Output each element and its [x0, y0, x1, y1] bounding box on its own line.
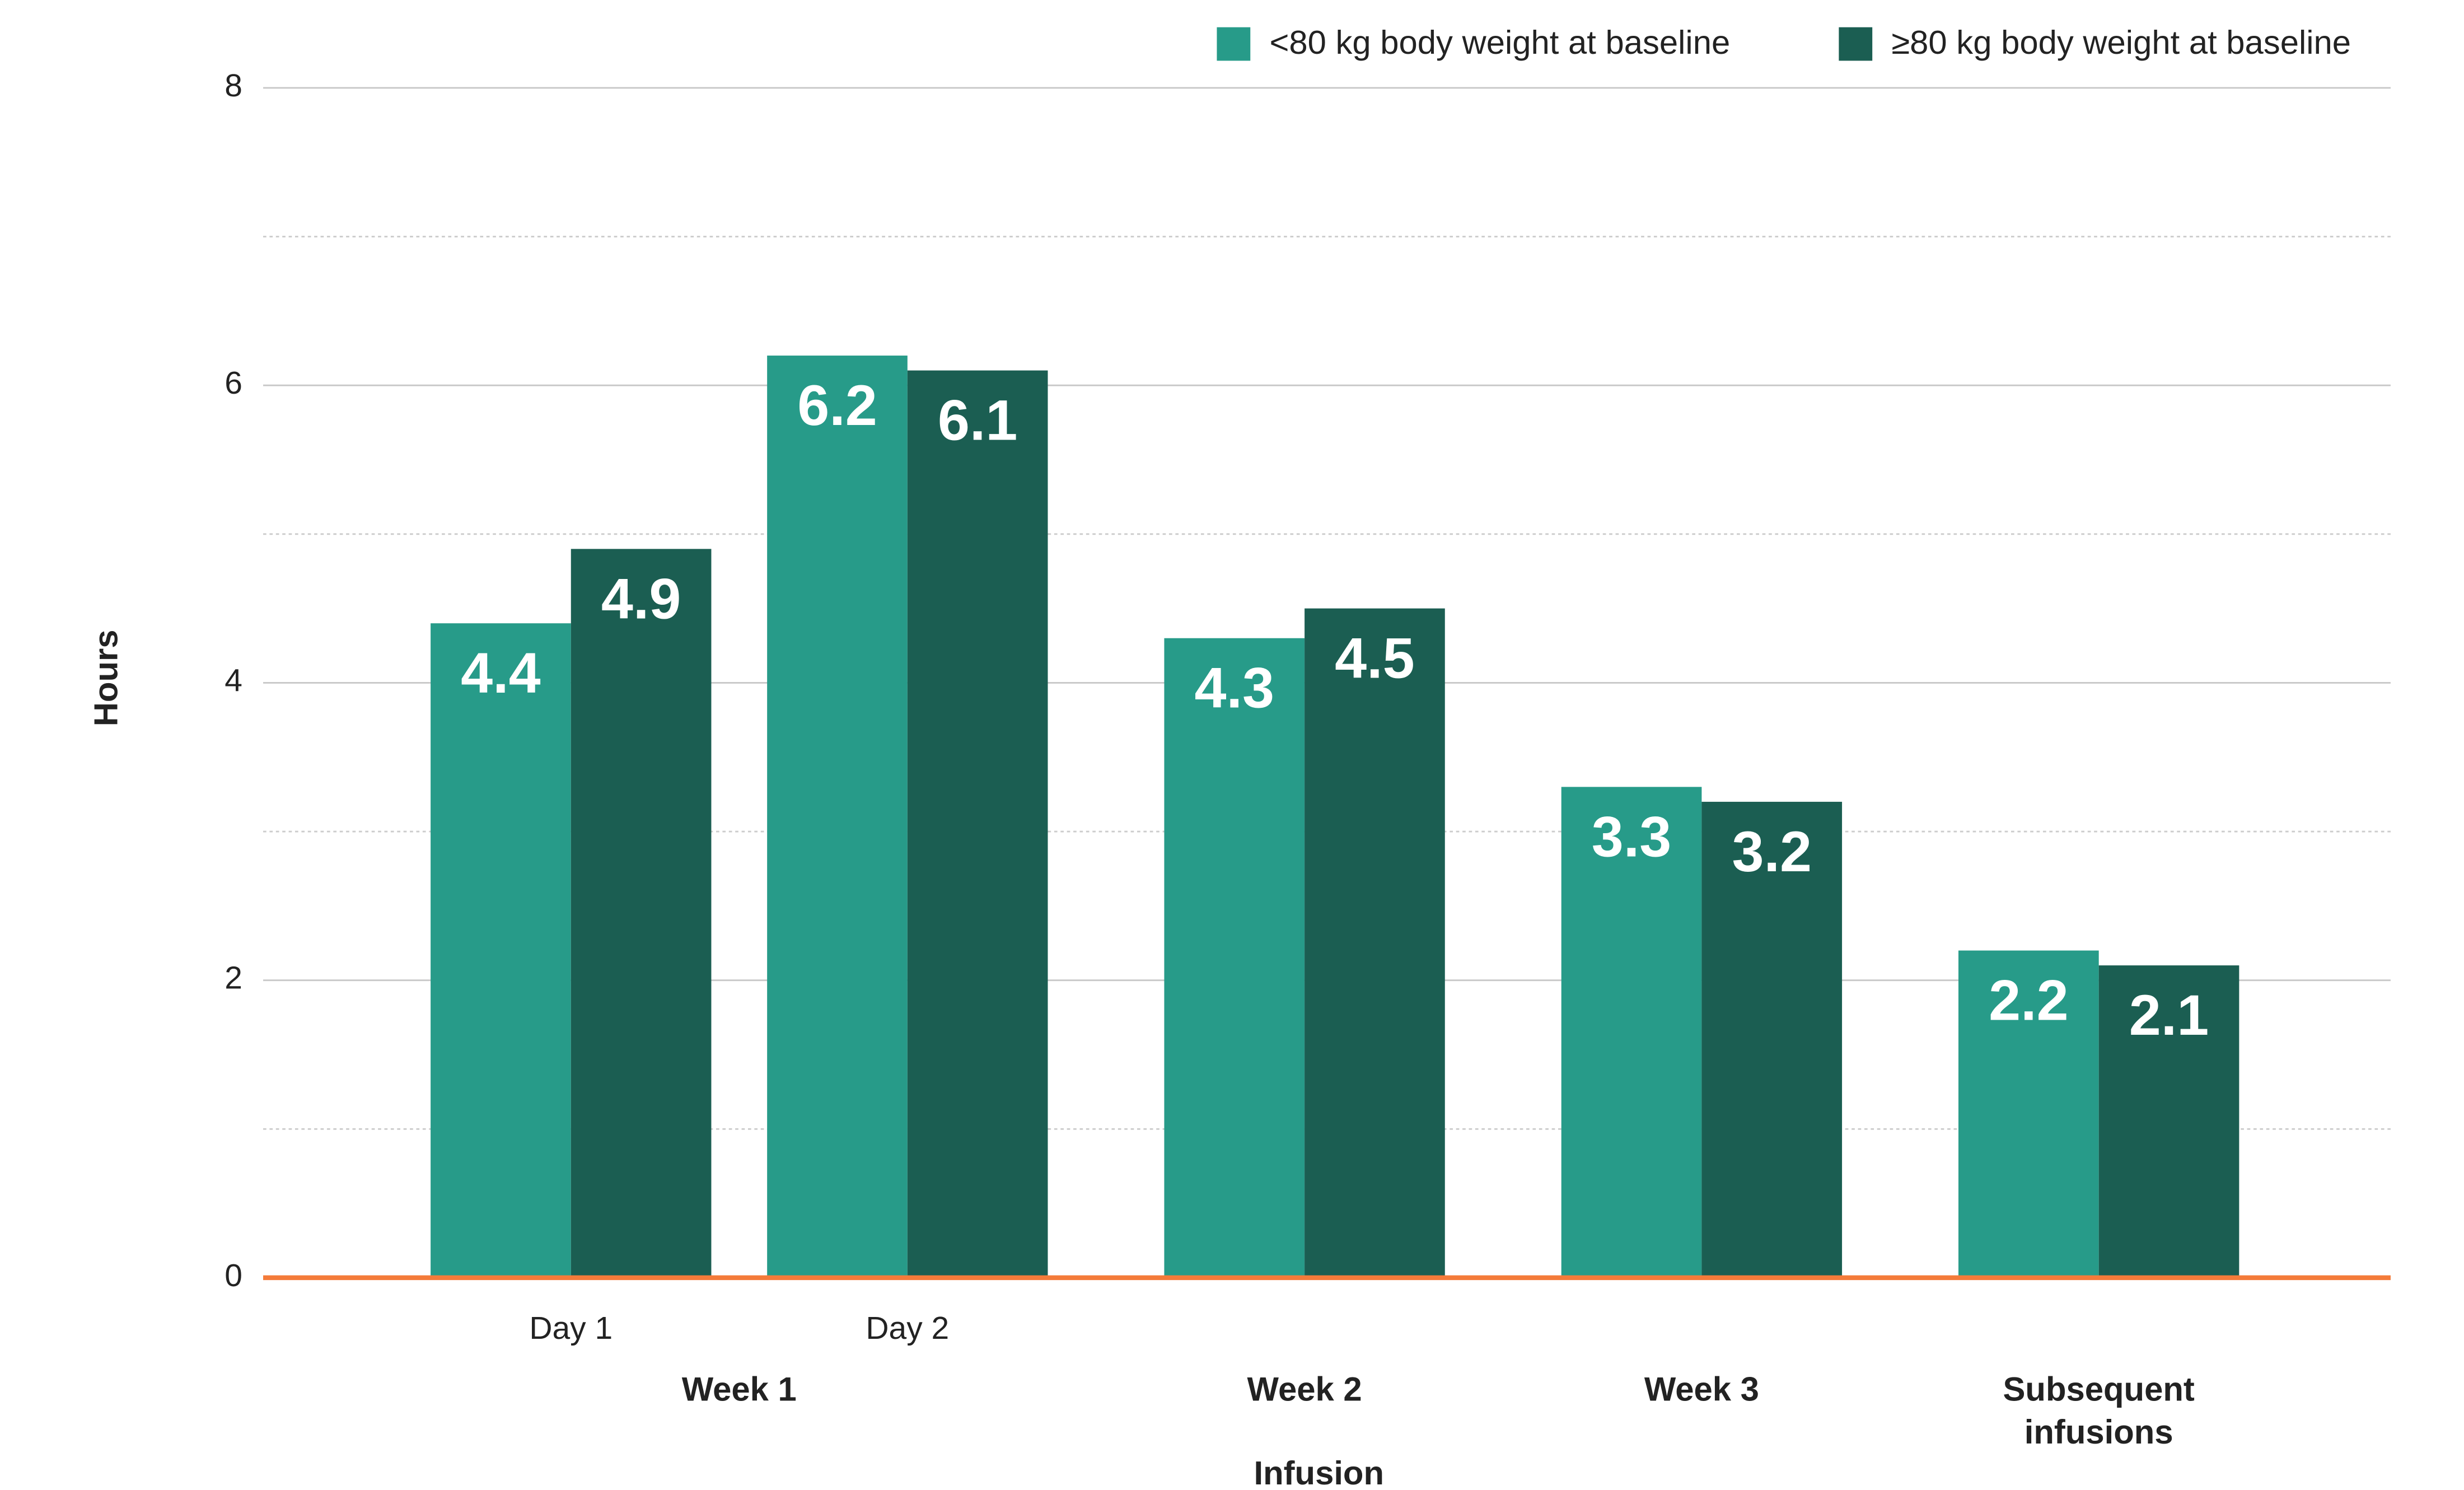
group-label: Week 2 — [1247, 1371, 1362, 1409]
group-label-box: Week 3 — [1644, 1371, 1759, 1409]
value-label: 4.4 — [461, 641, 541, 705]
bar — [2098, 965, 2239, 1278]
group-label: Week 3 — [1644, 1371, 1759, 1409]
value-label: 3.2 — [1732, 819, 1812, 884]
bar — [1305, 608, 1445, 1278]
value-label: 2.2 — [1989, 968, 2069, 1032]
y-tick-label: 6 — [225, 365, 242, 401]
bar — [1164, 638, 1305, 1278]
value-label: 4.5 — [1335, 626, 1415, 690]
value-label: 2.1 — [2129, 983, 2209, 1047]
y-tick-label: 0 — [225, 1258, 242, 1293]
group-label: Subsequent infusions — [2003, 1371, 2195, 1452]
value-label: 3.3 — [1592, 804, 1672, 868]
legend-swatch — [1217, 27, 1251, 61]
legend-label: ≥80 kg body weight at baseline — [1891, 24, 2351, 61]
y-tick-label: 8 — [225, 68, 242, 104]
bar — [907, 370, 1048, 1278]
y-tick-label: 2 — [225, 960, 242, 996]
x-tick-label: Day 1 — [529, 1310, 613, 1346]
group-label-box: Subsequent infusions — [2003, 1371, 2195, 1452]
group-label-box: Week 2 — [1247, 1371, 1362, 1409]
bar — [1701, 801, 1843, 1278]
y-axis-title: Hours — [87, 629, 124, 726]
value-label: 6.2 — [797, 373, 877, 437]
bar — [1958, 950, 2099, 1278]
legend-label: <80 kg body weight at baseline — [1269, 24, 1730, 61]
value-label: 6.1 — [938, 388, 1018, 452]
bar — [767, 356, 908, 1278]
legend-swatch — [1839, 27, 1873, 61]
group-label: Week 1 — [681, 1371, 797, 1409]
bar — [571, 549, 712, 1278]
value-label: 4.9 — [601, 566, 681, 630]
group-label-box: Week 1 — [681, 1371, 797, 1409]
x-axis-title: Infusion — [1254, 1454, 1384, 1490]
bar — [431, 623, 571, 1278]
y-tick-label: 4 — [225, 662, 242, 698]
value-label: 4.3 — [1194, 656, 1274, 720]
bar — [1561, 787, 1702, 1278]
x-tick-label: Day 2 — [866, 1310, 949, 1346]
